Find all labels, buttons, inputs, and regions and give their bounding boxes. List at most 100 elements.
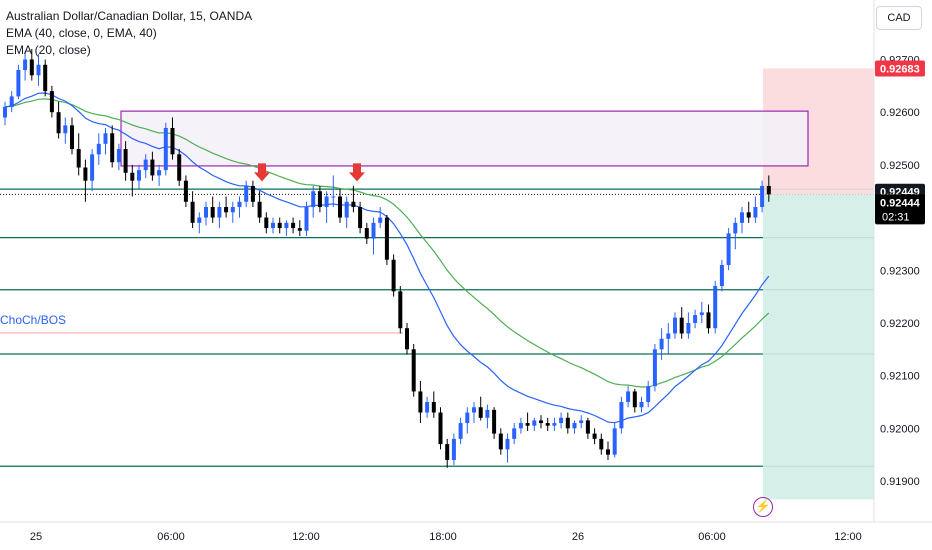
bullish-candle	[740, 212, 744, 223]
time-tick-label: 12:00	[292, 531, 320, 543]
bearish-candle	[70, 125, 74, 150]
bullish-candle	[96, 143, 101, 155]
bullish-candle	[699, 312, 704, 316]
bullish-candle	[284, 222, 289, 229]
bullish-candle	[23, 59, 28, 71]
bullish-candle	[217, 207, 222, 218]
bearish-candle	[438, 412, 443, 445]
bearish-candle	[498, 433, 503, 450]
bearish-candle	[130, 172, 135, 181]
bearish-candle	[29, 59, 34, 76]
bullish-candle	[271, 222, 275, 229]
bullish-candle	[458, 423, 463, 439]
bearish-candle	[183, 180, 188, 202]
current-price-bg	[875, 194, 925, 225]
bullish-candle	[686, 322, 691, 334]
bullish-candle	[726, 233, 731, 265]
bullish-candle	[143, 159, 148, 171]
bullish-candle	[157, 170, 162, 176]
bearish-candle	[545, 423, 550, 426]
bullish-candle	[572, 423, 577, 429]
bullish-candle	[760, 185, 765, 208]
bullish-candle	[451, 438, 456, 460]
bullish-candle	[197, 217, 202, 223]
bullish-candle	[16, 70, 21, 97]
time-tick-label: 18:00	[429, 531, 457, 543]
bearish-candle	[706, 312, 711, 329]
bearish-candle	[492, 409, 497, 434]
bearish-candle	[338, 196, 342, 218]
bearish-candle	[291, 222, 296, 229]
bearish-candle	[43, 64, 48, 92]
bearish-candle	[264, 217, 269, 229]
bullish-candle	[532, 420, 537, 426]
ema-20-legend: EMA (20, close)	[6, 43, 91, 57]
bullish-candle	[378, 217, 383, 223]
bearish-candle	[257, 201, 262, 218]
bearish-candle	[364, 228, 369, 239]
ema-40-legend: EMA (40, close, 0, EMA, 40)	[6, 26, 157, 40]
bearish-candle	[317, 191, 322, 208]
bearish-candle	[405, 328, 409, 350]
chart-title: Australian Dollar/Canadian Dollar, 15, O…	[6, 9, 253, 23]
bullish-candle	[204, 207, 208, 218]
price-tick-label: 0.92500	[880, 160, 920, 172]
bearish-candle	[398, 291, 403, 329]
lightning-icon[interactable]: ⚡	[753, 497, 773, 517]
bearish-candle	[224, 207, 229, 213]
bearish-candle	[110, 133, 115, 163]
bullish-candle	[36, 64, 41, 76]
choch-label: ChoCh/BOS	[0, 313, 66, 327]
bearish-candle	[190, 201, 195, 223]
bullish-candle	[552, 423, 557, 426]
bullish-candle	[425, 401, 430, 413]
price-tick-label: 0.92200	[880, 318, 920, 330]
bullish-candle	[304, 207, 309, 231]
bullish-candle	[324, 196, 329, 208]
bearish-candle	[599, 438, 604, 450]
target-price-label: 0.92683	[880, 63, 920, 75]
supply-zone	[120, 110, 809, 167]
currency-button[interactable]: CAD	[876, 6, 922, 30]
target-price-label-bg	[875, 60, 925, 77]
bearish-candle	[391, 259, 396, 292]
bullish-candle	[137, 170, 141, 181]
bullish-candle	[652, 349, 657, 387]
bullish-candle	[465, 412, 470, 424]
bullish-candle	[612, 428, 617, 455]
ema-40-line	[4, 98, 770, 388]
current-price-label: 0.92444	[880, 197, 921, 209]
bullish-candle	[371, 222, 376, 239]
bearish-candle	[746, 212, 751, 218]
bullish-candle	[311, 191, 316, 208]
bearish-candle	[592, 433, 597, 439]
price-tick-label: 0.91900	[880, 476, 920, 488]
bullish-candle	[485, 409, 490, 418]
bullish-candle	[666, 333, 671, 339]
bearish-candle	[478, 407, 483, 418]
bullish-candle	[659, 338, 664, 350]
bearish-candle	[250, 185, 255, 202]
bullish-candle	[619, 401, 624, 429]
bullish-candle	[90, 154, 95, 181]
bullish-candle	[753, 207, 758, 218]
price-tick-label: 0.92100	[880, 371, 920, 383]
bearish-candle	[150, 159, 155, 176]
bearish-candle	[56, 112, 61, 134]
bullish-candle	[733, 222, 738, 234]
bullish-candle	[639, 401, 644, 408]
bearish-candle	[525, 423, 530, 426]
bullish-candle	[626, 391, 631, 402]
bearish-candle	[170, 127, 175, 155]
bearish-candle	[177, 154, 182, 181]
bullish-candle	[163, 127, 168, 171]
bullish-candle	[673, 317, 677, 334]
bearish-candle	[49, 91, 54, 113]
bullish-candle	[116, 149, 121, 163]
bearish-candle	[445, 444, 450, 460]
bearish-candle	[679, 317, 684, 334]
bullish-candle	[719, 264, 724, 287]
bullish-candle	[646, 386, 651, 402]
time-tick-label: 26	[572, 531, 584, 543]
